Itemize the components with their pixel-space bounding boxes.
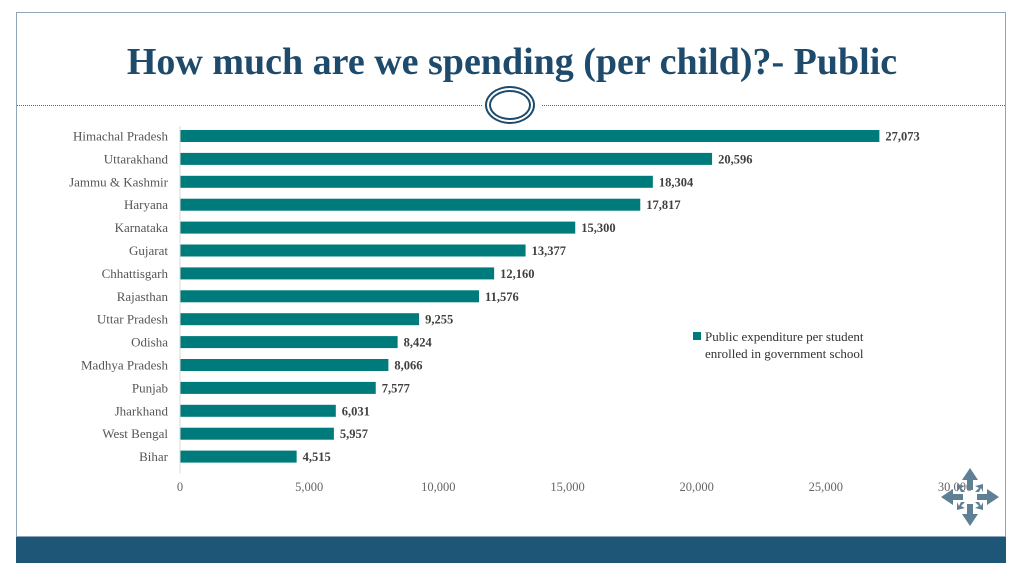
value-label: 12,160 — [500, 267, 534, 281]
bars-layer — [180, 130, 880, 463]
legend-swatch — [693, 332, 701, 340]
value-label: 11,576 — [485, 290, 519, 304]
bar-rajasthan — [180, 290, 480, 303]
bar-punjab — [180, 381, 376, 394]
bar-himachal-pradesh — [180, 130, 880, 142]
legend-line-1: Public expenditure per student — [693, 328, 864, 345]
title-divider-left — [17, 105, 482, 106]
value-label: 8,066 — [394, 359, 422, 373]
divider-ring-ornament — [485, 86, 535, 124]
bar-uttarakhand — [180, 152, 713, 165]
category-label: Uttarakhand — [104, 151, 169, 166]
footer-band — [16, 536, 1006, 563]
category-label: Bihar — [139, 449, 169, 464]
bar-bihar — [180, 450, 297, 463]
value-label: 8,424 — [404, 336, 433, 350]
category-label: Himachal Pradesh — [73, 129, 168, 144]
category-label: Punjab — [132, 380, 168, 395]
x-tick-label: 25,000 — [809, 480, 843, 494]
bar-jammu-kashmir — [180, 175, 653, 188]
category-label: Rajasthan — [117, 289, 169, 304]
bar-jharkhand — [180, 404, 336, 417]
bar-west-bengal — [180, 427, 334, 440]
category-label: Karnataka — [115, 220, 169, 235]
x-tick-label: 0 — [177, 480, 183, 494]
bar-odisha — [180, 336, 398, 349]
category-label: Madhya Pradesh — [81, 358, 169, 373]
value-label: 4,515 — [303, 450, 331, 464]
value-label: 18,304 — [659, 175, 694, 189]
x-tick-label: 30,000 — [938, 480, 972, 494]
bar-uttar-pradesh — [180, 313, 420, 326]
x-axis-tick-labels: 0 5,000 10,000 15,000 20,000 25,000 30,000 — [177, 480, 972, 494]
value-label: 9,255 — [425, 313, 453, 327]
bar-karnataka — [180, 221, 576, 234]
category-label: Jharkhand — [115, 403, 169, 418]
value-label: 7,577 — [382, 381, 410, 395]
category-label: Chhattisgarh — [102, 266, 169, 281]
bar-gujarat — [180, 244, 526, 257]
category-label: Haryana — [124, 197, 168, 212]
x-tick-label: 20,000 — [679, 480, 713, 494]
category-label: Odisha — [131, 335, 168, 350]
value-label: 27,073 — [885, 130, 919, 144]
move-arrows-icon[interactable] — [941, 468, 999, 526]
x-tick-label: 5,000 — [295, 480, 323, 494]
category-label: Gujarat — [129, 243, 168, 258]
category-label: Uttar Pradesh — [97, 312, 169, 327]
value-labels: 27,073 20,596 18,304 17,817 15,300 13,377 12,1… — [303, 130, 920, 465]
x-tick-label: 10,000 — [421, 480, 455, 494]
category-label: West Bengal — [102, 426, 168, 441]
legend-label-1: Public expenditure per student — [705, 329, 864, 344]
legend-line-2: enrolled in government school — [693, 345, 864, 362]
value-label: 6,031 — [342, 404, 370, 418]
x-tick-label: 15,000 — [550, 480, 584, 494]
bar-chhattisgarh — [180, 267, 495, 280]
legend-label-2: enrolled in government school — [705, 346, 864, 361]
chart-legend: Public expenditure per student enrolled … — [693, 328, 864, 362]
value-label: 13,377 — [532, 244, 566, 258]
value-label: 20,596 — [718, 152, 752, 166]
value-label: 5,957 — [340, 427, 368, 441]
slide-title: How much are we spending (per child)?- P… — [126, 41, 898, 83]
bar-haryana — [180, 198, 641, 211]
category-label: Jammu & Kashmir — [69, 174, 169, 189]
category-labels: Himachal Pradesh Uttarakhand Jammu & Kashm… — [69, 129, 169, 465]
bar-madhya-pradesh — [180, 359, 389, 371]
title-divider-right — [542, 105, 1005, 106]
value-label: 15,300 — [581, 221, 615, 235]
value-label: 17,817 — [646, 198, 680, 212]
